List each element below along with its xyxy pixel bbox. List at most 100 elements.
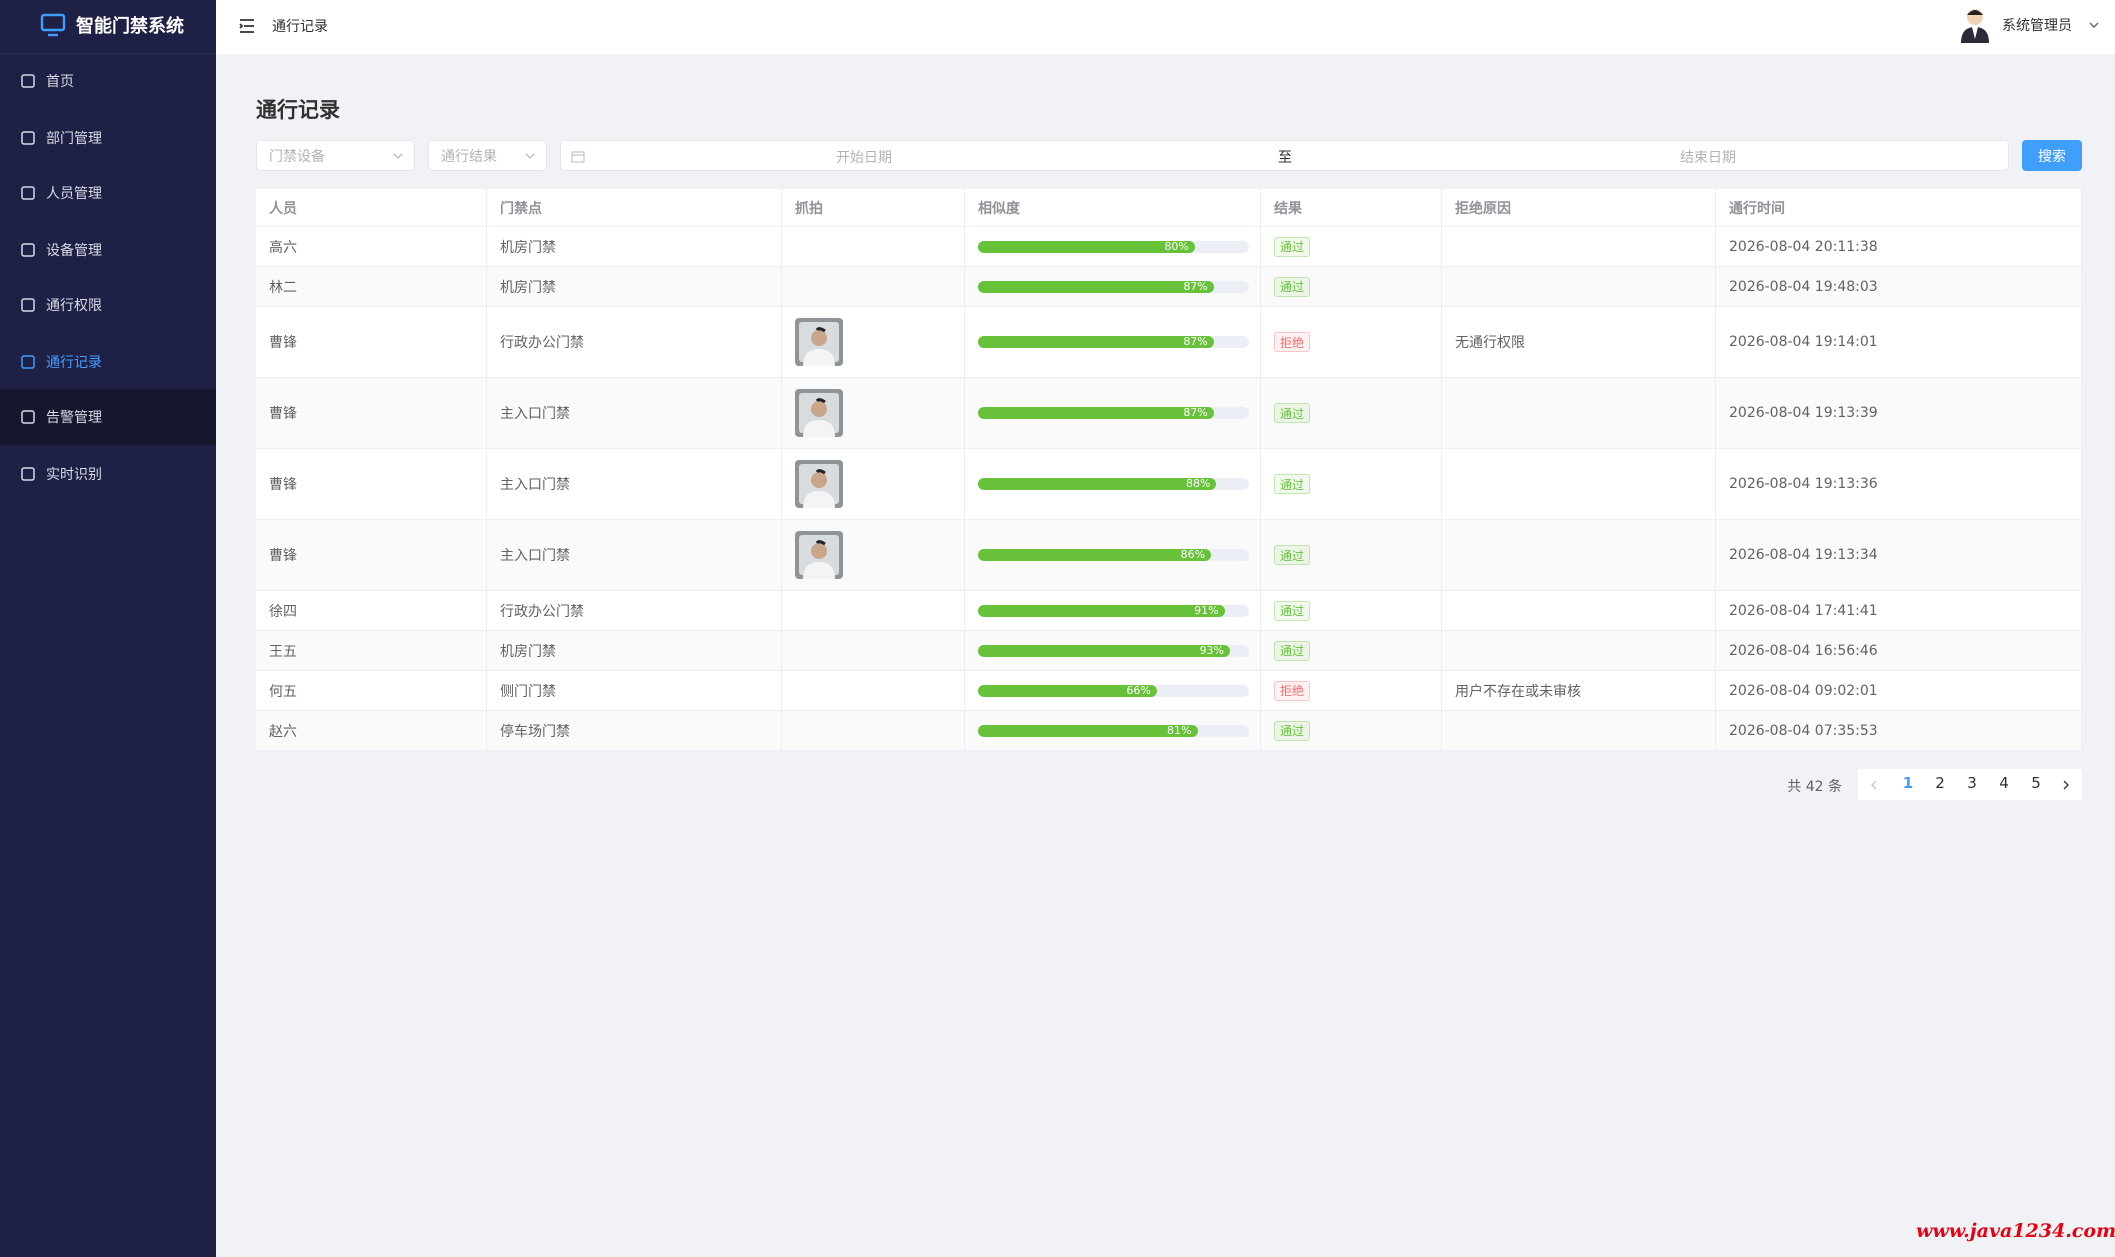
table-cell: 机房门禁 [487, 227, 782, 267]
door: 机房门禁 [500, 643, 556, 660]
menu-icon [21, 243, 35, 257]
similarity-track: 87% [978, 335, 1249, 348]
table-cell: 曹锋 [256, 378, 487, 449]
column-header: 门禁点 [487, 189, 782, 227]
pagination: 1 2 3 4 5 [1858, 769, 2082, 800]
result-tag: 通过 [1274, 474, 1311, 494]
table-cell: 用户不存在或未审核 [1442, 671, 1716, 711]
table-cell: 机房门禁 [487, 631, 782, 671]
page-number[interactable]: 2 [1935, 774, 1945, 792]
menu-item[interactable]: 告警管理 [0, 389, 216, 445]
table-cell [1442, 378, 1716, 449]
menu-icon [21, 467, 35, 481]
table-cell: 通过 [1261, 227, 1442, 267]
result-select[interactable]: 通行结果 [428, 140, 547, 171]
table-cell: 通过 [1261, 378, 1442, 449]
user-name[interactable]: 系统管理员 [2002, 18, 2072, 34]
menu-item[interactable]: 设备管理 [0, 222, 216, 278]
snapshot[interactable] [795, 531, 843, 579]
page-number[interactable]: 4 [1999, 774, 2009, 792]
similarity-label: 93% [1199, 643, 1225, 657]
table-cell: 2026-08-04 19:13:39 [1716, 378, 2082, 449]
table-cell: 侧门门禁 [487, 671, 782, 711]
menu-item[interactable]: 实时识别 [0, 446, 216, 502]
snapshot[interactable] [795, 389, 843, 437]
table-cell: 曹锋 [256, 520, 487, 591]
table-cell: 2026-08-04 19:48:03 [1716, 267, 2082, 307]
person: 曹锋 [269, 335, 297, 351]
reason: 用户不存在或未审核 [1455, 683, 1581, 700]
menu-item[interactable]: 人员管理 [0, 165, 216, 221]
reason: 无通行权限 [1455, 335, 1525, 351]
menu-item[interactable]: 通行记录 [0, 334, 216, 390]
time: 2026-08-04 07:35:53 [1729, 722, 1878, 739]
prev[interactable] [1868, 779, 1880, 791]
table-cell [782, 307, 965, 378]
menu-item[interactable]: 部门管理 [0, 110, 216, 166]
table-cell: 通过 [1261, 267, 1442, 307]
start-date[interactable]: 开始日期 [836, 150, 892, 166]
divider [0, 53, 216, 54]
table-cell: 2026-08-04 20:11:38 [1716, 227, 2082, 267]
table-cell [1442, 267, 1716, 307]
menu-icon [21, 410, 35, 424]
end-date[interactable]: 结束日期 [1680, 150, 1736, 166]
placeholder: 门禁设备 [269, 148, 325, 165]
menu-icon [21, 298, 35, 312]
search-button[interactable]: 搜索 [2022, 140, 2082, 171]
table-cell: 2026-08-04 16:56:46 [1716, 631, 2082, 671]
table-cell: 88% [965, 449, 1261, 520]
table-cell: 高六 [256, 227, 487, 267]
result-tag: 拒绝 [1274, 332, 1311, 352]
door: 主入口门禁 [500, 477, 570, 493]
table-cell: 行政办公门禁 [487, 591, 782, 631]
table-cell: 拒绝 [1261, 671, 1442, 711]
device-select[interactable]: 门禁设备 [256, 140, 415, 171]
result-tag: 拒绝 [1274, 680, 1311, 701]
snapshot[interactable] [795, 460, 843, 508]
table-cell: 主入口门禁 [487, 520, 782, 591]
table-cell: 主入口门禁 [487, 378, 782, 449]
placeholder: 通行结果 [441, 148, 497, 165]
person: 林二 [269, 279, 297, 296]
similarity-bar: 86% [978, 548, 1212, 561]
table-cell [1442, 631, 1716, 671]
table-cell [1442, 711, 1716, 751]
menu-item[interactable]: 通行权限 [0, 277, 216, 333]
door: 停车场门禁 [500, 723, 570, 740]
total: 共 42 条 [1787, 779, 1842, 795]
similarity-track: 80% [978, 240, 1249, 253]
table-cell: 87% [965, 307, 1261, 378]
avatar[interactable] [1958, 5, 1992, 43]
page-number[interactable]: 3 [1967, 774, 1977, 792]
date-range[interactable]: 开始日期 至 结束日期 [560, 140, 2009, 171]
time: 2026-08-04 19:48:03 [1729, 278, 1878, 295]
caret [393, 153, 403, 159]
table-cell: 80% [965, 227, 1261, 267]
table-cell [1442, 227, 1716, 267]
menu-toggle[interactable] [238, 18, 256, 34]
next[interactable] [2060, 779, 2072, 791]
table-cell: 主入口门禁 [487, 449, 782, 520]
header: 通行记录 系统管理员 [216, 0, 2115, 54]
column-header: 拒绝原因 [1442, 189, 1716, 227]
watermark: www.java1234.com [1916, 1220, 2115, 1242]
snapshot[interactable] [795, 318, 843, 366]
time: 2026-08-04 19:13:36 [1729, 476, 1878, 492]
page-number[interactable]: 5 [2031, 774, 2041, 792]
page-number[interactable]: 1 [1902, 774, 1914, 792]
similarity-track: 87% [978, 406, 1249, 419]
separator: 至 [1278, 150, 1292, 166]
door: 行政办公门禁 [500, 603, 584, 620]
table-cell: 86% [965, 520, 1261, 591]
menu-label: 首页 [46, 74, 74, 90]
table-cell: 2026-08-04 07:35:53 [1716, 711, 2082, 751]
time: 2026-08-04 17:41:41 [1729, 602, 1878, 619]
table-cell: 通过 [1261, 631, 1442, 671]
caret [2089, 22, 2099, 28]
table-cell: 87% [965, 378, 1261, 449]
similarity-bar: 87% [978, 335, 1214, 348]
table-cell [782, 591, 965, 631]
door: 行政办公门禁 [500, 335, 584, 351]
menu-item[interactable]: 首页 [0, 53, 216, 109]
